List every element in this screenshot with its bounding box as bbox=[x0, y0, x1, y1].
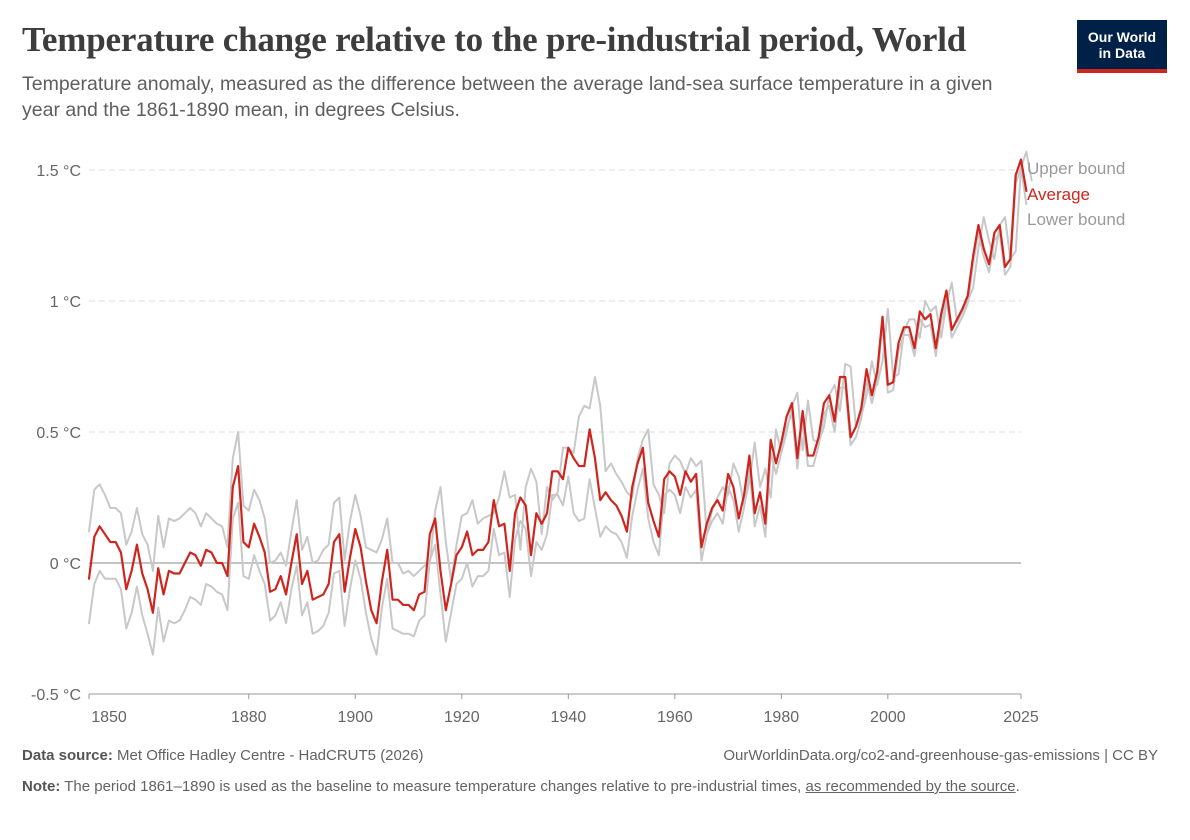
legend-upper-bound[interactable]: Upper bound bbox=[1027, 159, 1125, 178]
x-tick-label: 1850 bbox=[91, 709, 127, 726]
legend-average[interactable]: Average bbox=[1027, 185, 1090, 204]
y-tick-label: 0.5 °C bbox=[36, 425, 81, 442]
note-end: . bbox=[1015, 778, 1020, 795]
series-lines bbox=[87, 150, 1033, 656]
x-axis: 1850 1880 1900 1920 1940 1960 1980 2000 2025 bbox=[88, 693, 1039, 726]
x-tick-label: 2025 bbox=[1003, 709, 1039, 726]
y-tick-label: 1 °C bbox=[50, 294, 81, 311]
owid-logo[interactable]: Our World in Data bbox=[1077, 20, 1167, 73]
y-tick-label: -0.5 °C bbox=[31, 687, 81, 704]
note-label: Note: bbox=[22, 778, 61, 795]
x-tick-label: 2000 bbox=[870, 709, 906, 726]
data-source: Data source: Met Office Hadley Centre - … bbox=[22, 747, 424, 764]
chart-subtitle: Temperature anomaly, measured as the dif… bbox=[22, 73, 993, 121]
y-axis-labels: -0.5 °C 0 °C 0.5 °C 1 °C 1.5 °C bbox=[31, 163, 81, 704]
grid-lines bbox=[89, 169, 1021, 564]
x-tick-label: 1920 bbox=[444, 709, 480, 726]
x-tick-label: 1900 bbox=[337, 709, 373, 726]
x-tick-label: 1880 bbox=[231, 709, 267, 726]
legend-lower-bound[interactable]: Lower bound bbox=[1027, 210, 1125, 229]
logo-line-2: in Data bbox=[1098, 44, 1146, 61]
legend: Upper bound Average Lower bound bbox=[1027, 159, 1125, 229]
x-tick-label: 1960 bbox=[657, 709, 693, 726]
y-tick-label: 0 °C bbox=[50, 556, 81, 573]
recommended-link[interactable]: as recommended by the source bbox=[805, 778, 1016, 795]
y-tick-label: 1.5 °C bbox=[36, 163, 81, 180]
data-source-text: Met Office Hadley Centre - HadCRUT5 (202… bbox=[117, 747, 424, 764]
logo-line-1: Our World bbox=[1087, 28, 1157, 45]
footer-note: Note: The period 1861–1890 is used as th… bbox=[22, 776, 1142, 798]
data-source-label: Data source: bbox=[22, 747, 113, 764]
source-url[interactable]: OurWorldinData.org/co2-and-greenhouse-ga… bbox=[723, 747, 1158, 764]
series-line-average[interactable] bbox=[87, 158, 1028, 625]
line-chart: -0.5 °C 0 °C 0.5 °C 1 °C 1.5 °C 1850 1880 1900… bbox=[31, 150, 1125, 726]
note-text: The period 1861–1890 is used as the base… bbox=[64, 778, 802, 795]
x-tick-label: 1980 bbox=[764, 709, 800, 726]
chart-title: Temperature change relative to the pre-i… bbox=[22, 20, 967, 59]
x-tick-label: 1940 bbox=[551, 709, 587, 726]
series-line-upper-bound[interactable] bbox=[88, 150, 1033, 583]
series-line-lower-bound[interactable] bbox=[88, 166, 1028, 656]
